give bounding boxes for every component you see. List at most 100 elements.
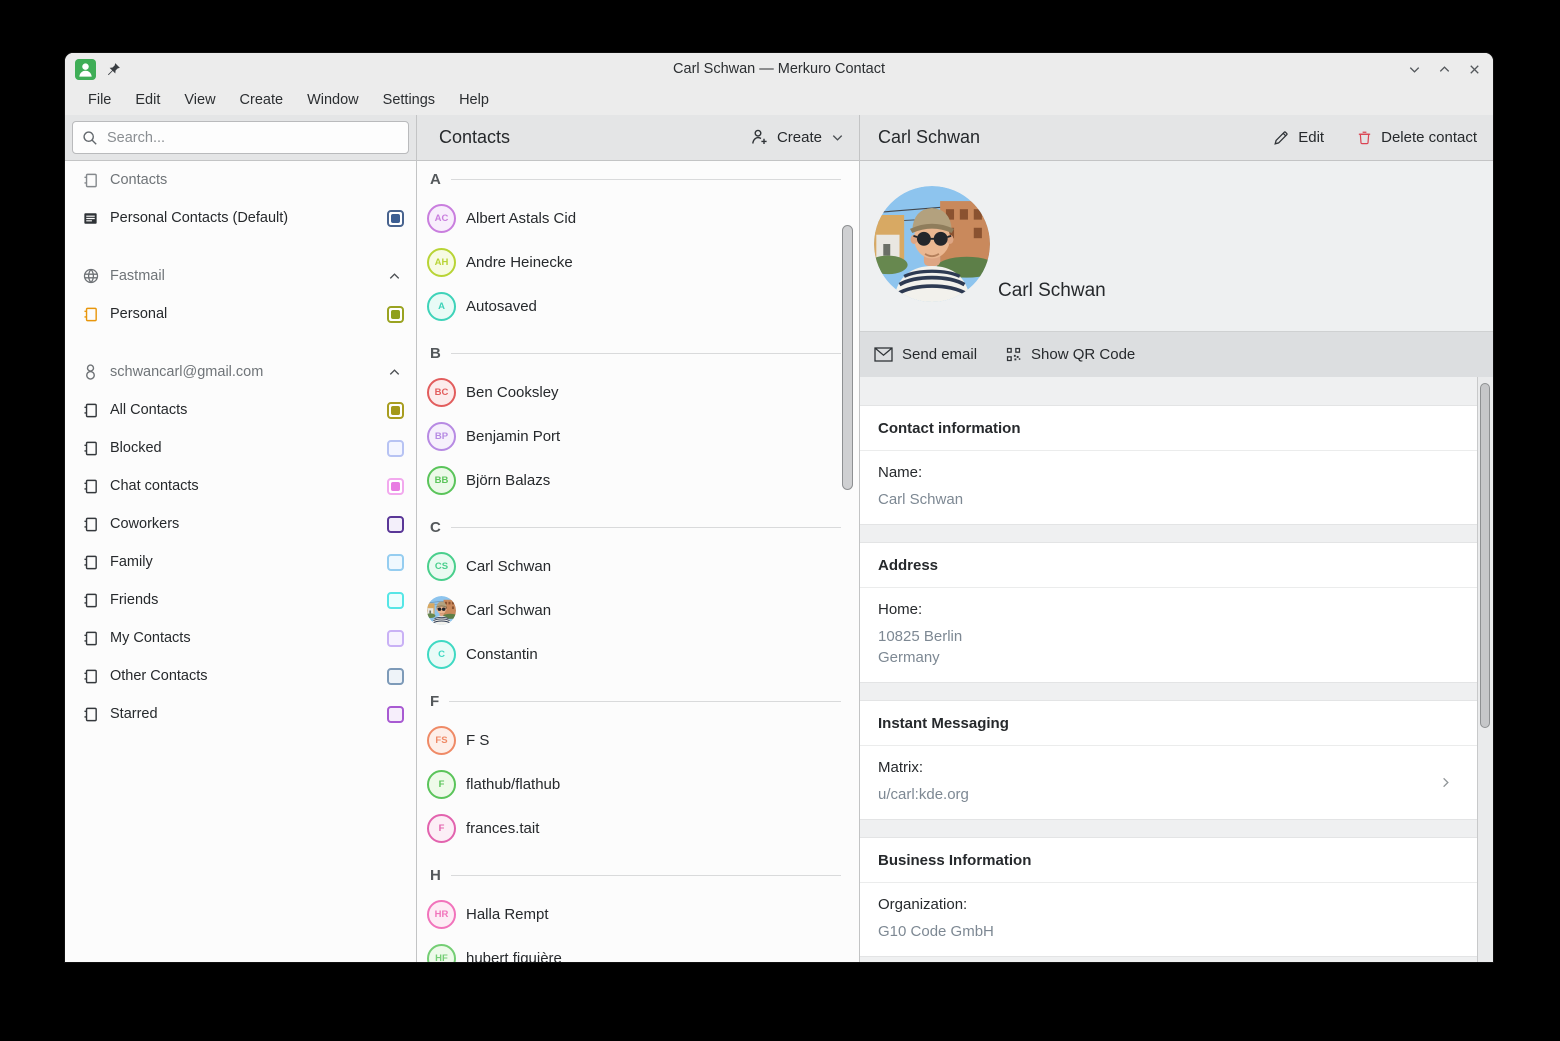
details-cards: Contact information Name: Carl Schwan Addre…: [860, 405, 1477, 957]
sidebar-item-label: Personal Contacts (Default): [110, 210, 289, 226]
sidebar-item-starred[interactable]: Starred: [65, 695, 416, 733]
delete-contact-button[interactable]: Delete contact: [1356, 129, 1477, 147]
section-divider: [449, 700, 841, 702]
address-book-icon: [81, 516, 100, 533]
friends-checkbox[interactable]: [387, 591, 404, 609]
contact-list-item-f-s[interactable]: FS F S: [417, 718, 859, 762]
minimize-button[interactable]: [1405, 60, 1423, 78]
contact-list-item-hubert-figui-re[interactable]: HF hubert figuière: [417, 936, 859, 962]
contact-list-item-carl-schwan[interactable]: CS Carl Schwan: [417, 544, 859, 588]
menu-settings[interactable]: Settings: [382, 92, 436, 108]
family-checkbox[interactable]: [387, 553, 404, 571]
person-add-icon: [750, 128, 769, 147]
sidebar-item-coworkers[interactable]: Coworkers: [65, 505, 416, 543]
edit-button[interactable]: Edit: [1272, 129, 1324, 147]
address-book-icon: [81, 630, 100, 647]
field-content: Organization: G10 Code GmbH: [878, 896, 1459, 942]
sidebar-item-family[interactable]: Family: [65, 543, 416, 581]
sidebar-item-label: All Contacts: [110, 402, 188, 418]
search-box[interactable]: [72, 121, 409, 154]
contact-list-item-ben-cooksley[interactable]: BC Ben Cooksley: [417, 370, 859, 414]
contact-photo: [874, 186, 990, 302]
contact-initials-avatar: HR: [427, 899, 456, 929]
sidebar-item-personal[interactable]: Personal: [65, 295, 416, 333]
menu-window[interactable]: Window: [307, 92, 359, 108]
close-button[interactable]: [1465, 60, 1483, 78]
chevron-up-icon[interactable]: [387, 365, 404, 380]
contact-list-item-albert-astals-cid[interactable]: AC Albert Astals Cid: [417, 196, 859, 240]
chevron-right-icon[interactable]: [1438, 775, 1459, 790]
details-scrollbar[interactable]: [1480, 383, 1490, 728]
section-letter: A: [430, 170, 441, 188]
sidebar-item-blocked[interactable]: Blocked: [65, 429, 416, 467]
app-window: Carl Schwan — Merkuro Contact File Edit Vi…: [64, 52, 1494, 963]
contact-name: Albert Astals Cid: [466, 209, 577, 227]
contact-name: Andre Heinecke: [466, 253, 573, 271]
search-input[interactable]: [105, 128, 399, 147]
sidebar-item-my-contacts[interactable]: My Contacts: [65, 619, 416, 657]
contact-list-item-halla-rempt[interactable]: HR Halla Rempt: [417, 892, 859, 936]
delete-button-label: Delete contact: [1381, 129, 1477, 146]
sidebar-item-fastmail[interactable]: Fastmail: [65, 257, 416, 295]
sidebar-item-chat-contacts[interactable]: Chat contacts: [65, 467, 416, 505]
details-scrollbar-track[interactable]: [1477, 377, 1493, 962]
sidebar-item-all-contacts[interactable]: All Contacts: [65, 391, 416, 429]
all-contacts-checkbox[interactable]: [387, 401, 404, 419]
chat-contacts-checkbox[interactable]: [387, 477, 404, 495]
send-email-button[interactable]: Send email: [874, 346, 977, 363]
starred-checkbox[interactable]: [387, 705, 404, 723]
field-row-matrix[interactable]: Matrix: u/carl:kde.org: [878, 759, 1459, 805]
window-title: Carl Schwan — Merkuro Contact: [673, 61, 885, 77]
sidebar-item-contacts[interactable]: Contacts: [65, 161, 416, 199]
menu-create[interactable]: Create: [239, 92, 284, 108]
sidebar-item-gmail[interactable]: schwancarl@gmail.com: [65, 353, 416, 391]
blocked-checkbox[interactable]: [387, 439, 404, 457]
contact-list-item-autosaved[interactable]: A Autosaved: [417, 284, 859, 328]
contact-list-item-bj-rn-balazs[interactable]: BB Björn Balazs: [417, 458, 859, 502]
menu-view[interactable]: View: [184, 92, 216, 108]
contact-list-item-andre-heinecke[interactable]: AH Andre Heinecke: [417, 240, 859, 284]
menu-edit[interactable]: Edit: [135, 92, 161, 108]
card-body: Organization: G10 Code GmbH: [860, 883, 1477, 956]
section-divider: [450, 352, 841, 354]
other-contacts-checkbox[interactable]: [387, 667, 404, 685]
edit-button-label: Edit: [1298, 129, 1325, 146]
maximize-button[interactable]: [1435, 60, 1453, 78]
personal-checkbox[interactable]: [387, 305, 404, 323]
chevron-up-icon[interactable]: [387, 269, 404, 284]
address-book-icon: [81, 706, 100, 723]
action-label: Send email: [902, 346, 978, 363]
pencil-icon: [1272, 129, 1290, 147]
chevron-down-icon: [830, 130, 845, 145]
address-book-icon: [81, 592, 100, 609]
my-contacts-checkbox[interactable]: [387, 629, 404, 647]
contact-name: frances.tait: [466, 819, 540, 837]
contacts-group-b: B BC Ben Cooksley BP Benjamin Port BB Björn Ba…: [417, 336, 859, 502]
contact-list-item-constantin[interactable]: C Constantin: [417, 632, 859, 676]
create-button[interactable]: Create: [750, 128, 845, 147]
personal-contacts-default-checkbox[interactable]: [387, 209, 404, 227]
contacts-scrollbar[interactable]: [842, 225, 853, 490]
titlebar[interactable]: Carl Schwan — Merkuro Contact: [65, 53, 1493, 85]
contact-name: Ben Cooksley: [466, 383, 559, 401]
field-label: Organization:: [878, 896, 968, 913]
contact-initials-avatar: F: [427, 769, 456, 799]
contact-list-item-benjamin-port[interactable]: BP Benjamin Port: [417, 414, 859, 458]
sidebar-item-other-contacts[interactable]: Other Contacts: [65, 657, 416, 695]
menu-file[interactable]: File: [88, 92, 112, 108]
sidebar-item-personal-contacts-default[interactable]: Personal Contacts (Default): [65, 199, 416, 237]
show-qr-code-button[interactable]: Show QR Code: [1005, 346, 1135, 363]
pin-icon[interactable]: [106, 62, 121, 77]
coworkers-checkbox[interactable]: [387, 515, 404, 533]
contact-list-item-carl-schwan[interactable]: Carl Schwan: [417, 588, 859, 632]
menu-help[interactable]: Help: [459, 92, 489, 108]
sidebar-item-label: Contacts: [110, 172, 168, 188]
field-label: Matrix:: [878, 759, 923, 776]
address-book-icon: [81, 440, 100, 457]
contact-name: Carl Schwan: [466, 557, 552, 575]
sidebar-item-friends[interactable]: Friends: [65, 581, 416, 619]
